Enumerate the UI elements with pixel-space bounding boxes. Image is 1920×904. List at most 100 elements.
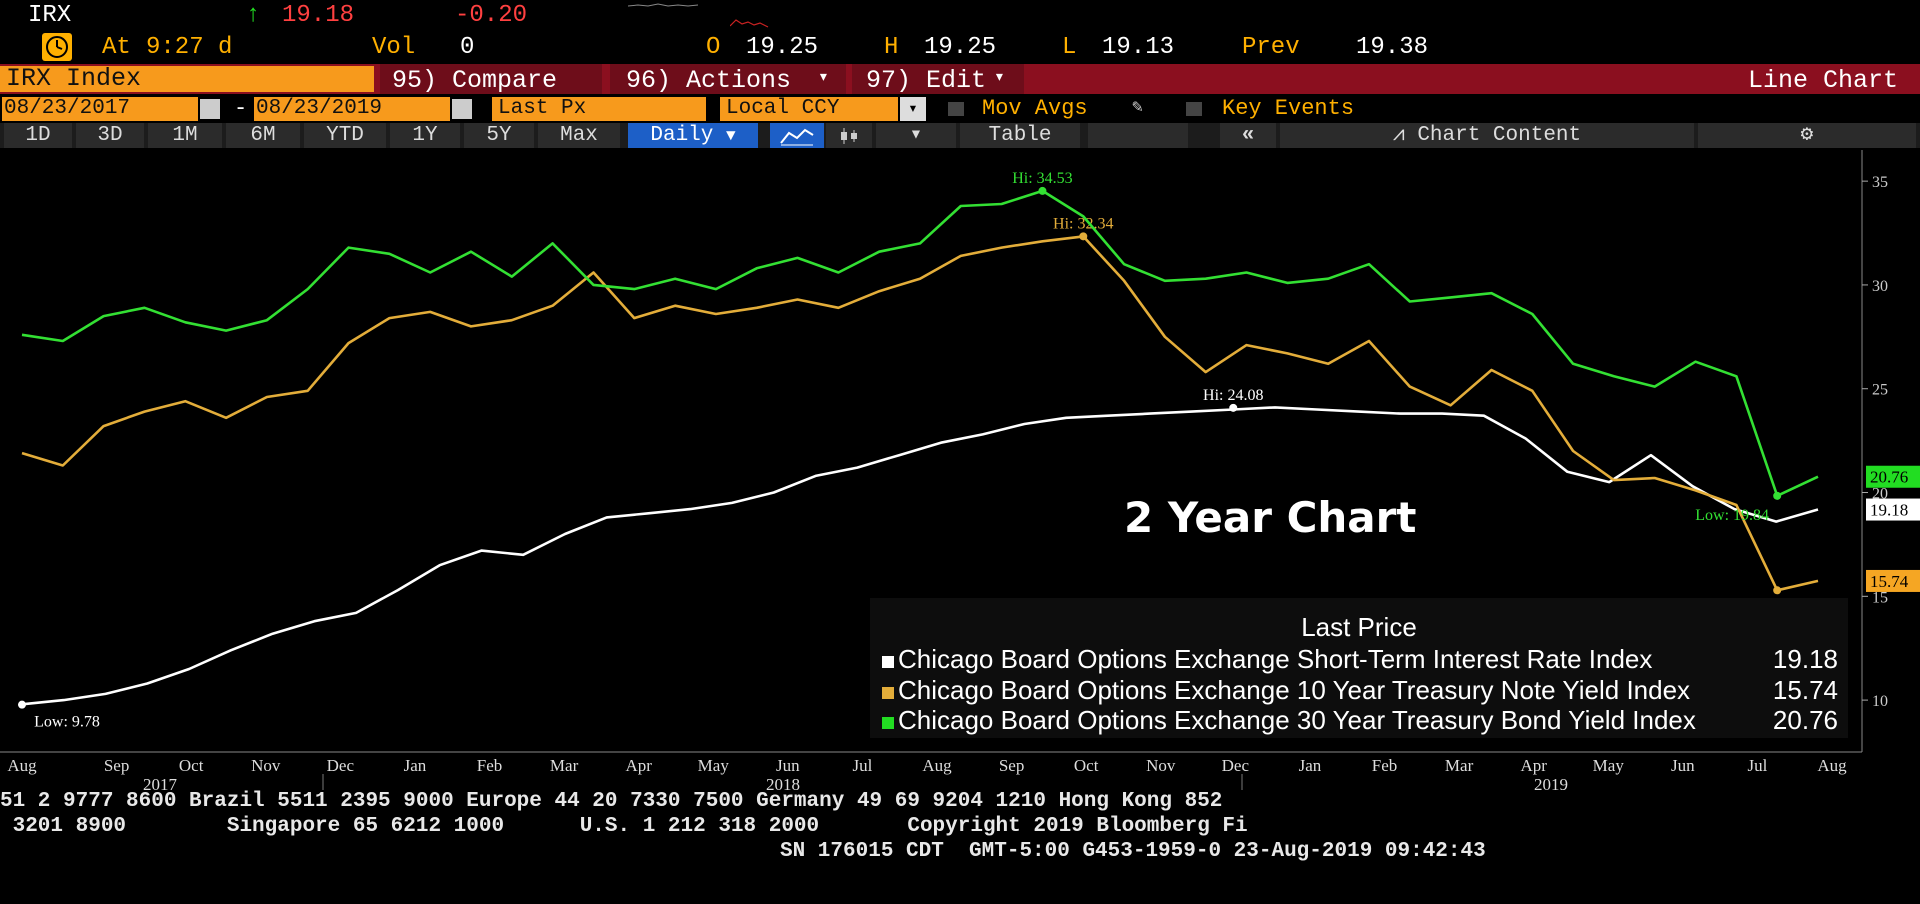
hi-label: Hi: 32.34 — [1053, 215, 1113, 232]
low-marker — [1773, 586, 1782, 595]
legend-swatch-white — [882, 656, 894, 668]
x-year-label: 2018 — [766, 775, 800, 790]
legend-row-2[interactable]: Chicago Board Options Exchange 10 Year T… — [882, 675, 1838, 706]
legend-row-1[interactable]: Chicago Board Options Exchange Short-Ter… — [882, 644, 1838, 675]
x-tick-label: Aug — [922, 756, 952, 775]
x-year-label: 2017 — [143, 775, 178, 790]
security-field[interactable]: IRX Index — [0, 66, 374, 92]
x-tick-label: Jan — [1299, 756, 1322, 775]
low-marker — [18, 700, 26, 709]
chevron-down-icon[interactable]: ▾ — [900, 97, 926, 121]
hi-label: Hi: 34.53 — [1012, 170, 1072, 187]
chart-type-label[interactable]: Line Chart — [1747, 66, 1898, 95]
high-value: 19.25 — [924, 34, 997, 61]
edit-label: 97) Edit — [866, 66, 987, 95]
key-events-checkbox[interactable] — [1186, 102, 1202, 116]
x-tick-label: Oct — [1074, 756, 1099, 775]
quote-details: At 9:27 d Vol 0 O 19.25 H 19.25 L 19.13 … — [0, 32, 1920, 64]
x-tick-label: Feb — [477, 756, 503, 775]
hi-marker — [1038, 186, 1047, 195]
y-tick-label: 30 — [1872, 278, 1888, 295]
x-tick-label: Jul — [1747, 756, 1767, 775]
calendar-icon[interactable] — [200, 99, 220, 119]
range-5y-button[interactable]: 5Y — [464, 123, 534, 148]
chart-controls: 08/23/2017 - 08/23/2019 Last Px Local CC… — [0, 96, 1920, 122]
x-tick-label: Jun — [1671, 756, 1695, 775]
open-value: 19.25 — [746, 34, 819, 61]
legend-series-value: 15.74 — [1772, 675, 1838, 705]
key-events-label[interactable]: Key Events — [1222, 96, 1355, 121]
table-button[interactable]: Table — [960, 123, 1080, 148]
high-label: H — [884, 34, 899, 61]
low-label: L — [1062, 34, 1077, 61]
legend-swatch-green — [882, 717, 894, 729]
range-max-button[interactable]: Max — [538, 123, 620, 148]
x-tick-label: Feb — [1372, 756, 1398, 775]
actions-label: 96) Actions — [626, 66, 792, 95]
compare-button[interactable]: 95) Compare — [380, 64, 602, 95]
hi-marker — [1079, 232, 1088, 241]
calendar-icon[interactable] — [452, 99, 472, 119]
hi-marker — [1229, 403, 1238, 412]
legend-series-value: 20.76 — [1772, 705, 1838, 735]
up-arrow-icon: ↑ — [246, 2, 261, 29]
low-label: Low: 19.84 — [1695, 507, 1769, 524]
low-value: 19.13 — [1102, 34, 1175, 61]
chevron-down-icon[interactable]: ▾ — [876, 123, 956, 148]
mov-avgs-label[interactable]: Mov Avgs — [982, 96, 1088, 121]
pencil-icon[interactable]: ✎ — [1132, 98, 1143, 118]
vol-label: Vol — [372, 34, 416, 61]
legend-title: Last Price — [1301, 612, 1417, 642]
compare-label: 95) Compare — [392, 66, 558, 95]
range-1y-button[interactable]: 1Y — [390, 123, 460, 148]
frequency-select[interactable]: Daily ▼ — [628, 123, 758, 148]
x-tick-label: Nov — [1146, 756, 1176, 775]
series-line-short-term — [21, 406, 1819, 706]
x-tick-label: Mar — [550, 756, 579, 775]
x-tick-label: May — [1593, 756, 1625, 775]
actions-button[interactable]: 96) Actions ▾ — [610, 64, 846, 95]
candlestick-icon[interactable] — [826, 123, 872, 148]
range-3d-button[interactable]: 3D — [76, 123, 144, 148]
footer-session: SN 176015 CDT GMT-5:00 G453-1959-0 23-Au… — [780, 840, 1486, 863]
last-price: 19.18 — [282, 2, 355, 29]
mov-avgs-checkbox[interactable] — [948, 102, 964, 116]
legend-series-name: Chicago Board Options Exchange Short-Ter… — [898, 644, 1653, 674]
x-year-label: 2019 — [1534, 775, 1568, 790]
range-1d-button[interactable]: 1D — [4, 123, 72, 148]
start-date-input[interactable]: 08/23/2017 — [2, 97, 198, 121]
gear-icon[interactable]: ⚙ — [1698, 123, 1916, 148]
range-1m-button[interactable]: 1M — [148, 123, 222, 148]
range-ytd-button[interactable]: YTD — [304, 123, 386, 148]
alert-icon[interactable] — [42, 33, 72, 61]
series-line-30-year — [21, 189, 1819, 498]
range-toolbar: 1D 3D 1M 6M YTD 1Y 5Y Max Daily ▼ ▾ Tabl… — [0, 123, 1920, 148]
chart-content-label: Chart Content — [1417, 124, 1582, 147]
currency-select[interactable]: Local CCY — [720, 97, 898, 121]
chart-content-button[interactable]: ⩘ Chart Content — [1280, 123, 1694, 148]
x-tick-label: Oct — [179, 756, 204, 775]
x-tick-label: Aug — [1817, 756, 1847, 775]
legend: Last Price Chicago Board Options Exchang… — [870, 598, 1848, 738]
range-6m-button[interactable]: 6M — [226, 123, 300, 148]
legend-series-name: Chicago Board Options Exchange 10 Year T… — [898, 675, 1691, 705]
y-tick-label: 10 — [1872, 693, 1888, 710]
x-tick-label: Jan — [404, 756, 427, 775]
last-value-box — [1866, 569, 1920, 592]
x-tick-label: Nov — [251, 756, 281, 775]
legend-swatch-gold — [882, 687, 894, 699]
collapse-button[interactable]: « — [1220, 123, 1276, 148]
chevron-down-icon: ▾ — [818, 68, 829, 88]
spacer-button — [1088, 123, 1188, 148]
line-chart-icon[interactable] — [770, 123, 824, 148]
line-chart[interactable]: 10 15 20 25 30 35 Aug Sep Oct Nov Dec Jan Feb Mar Apr M… — [0, 150, 1920, 790]
edit-button[interactable]: 97) Edit ▾ — [852, 64, 1024, 95]
end-date-input[interactable]: 08/23/2019 — [254, 97, 450, 121]
vol-value: 0 — [460, 34, 475, 61]
last-value-label: 20.76 — [1870, 468, 1908, 487]
y-tick-label: 35 — [1872, 174, 1888, 191]
x-tick-label: Sep — [999, 756, 1025, 775]
field-select[interactable]: Last Px — [492, 97, 706, 121]
x-tick-label: Sep — [104, 756, 130, 775]
legend-row-3[interactable]: Chicago Board Options Exchange 30 Year T… — [882, 705, 1838, 736]
